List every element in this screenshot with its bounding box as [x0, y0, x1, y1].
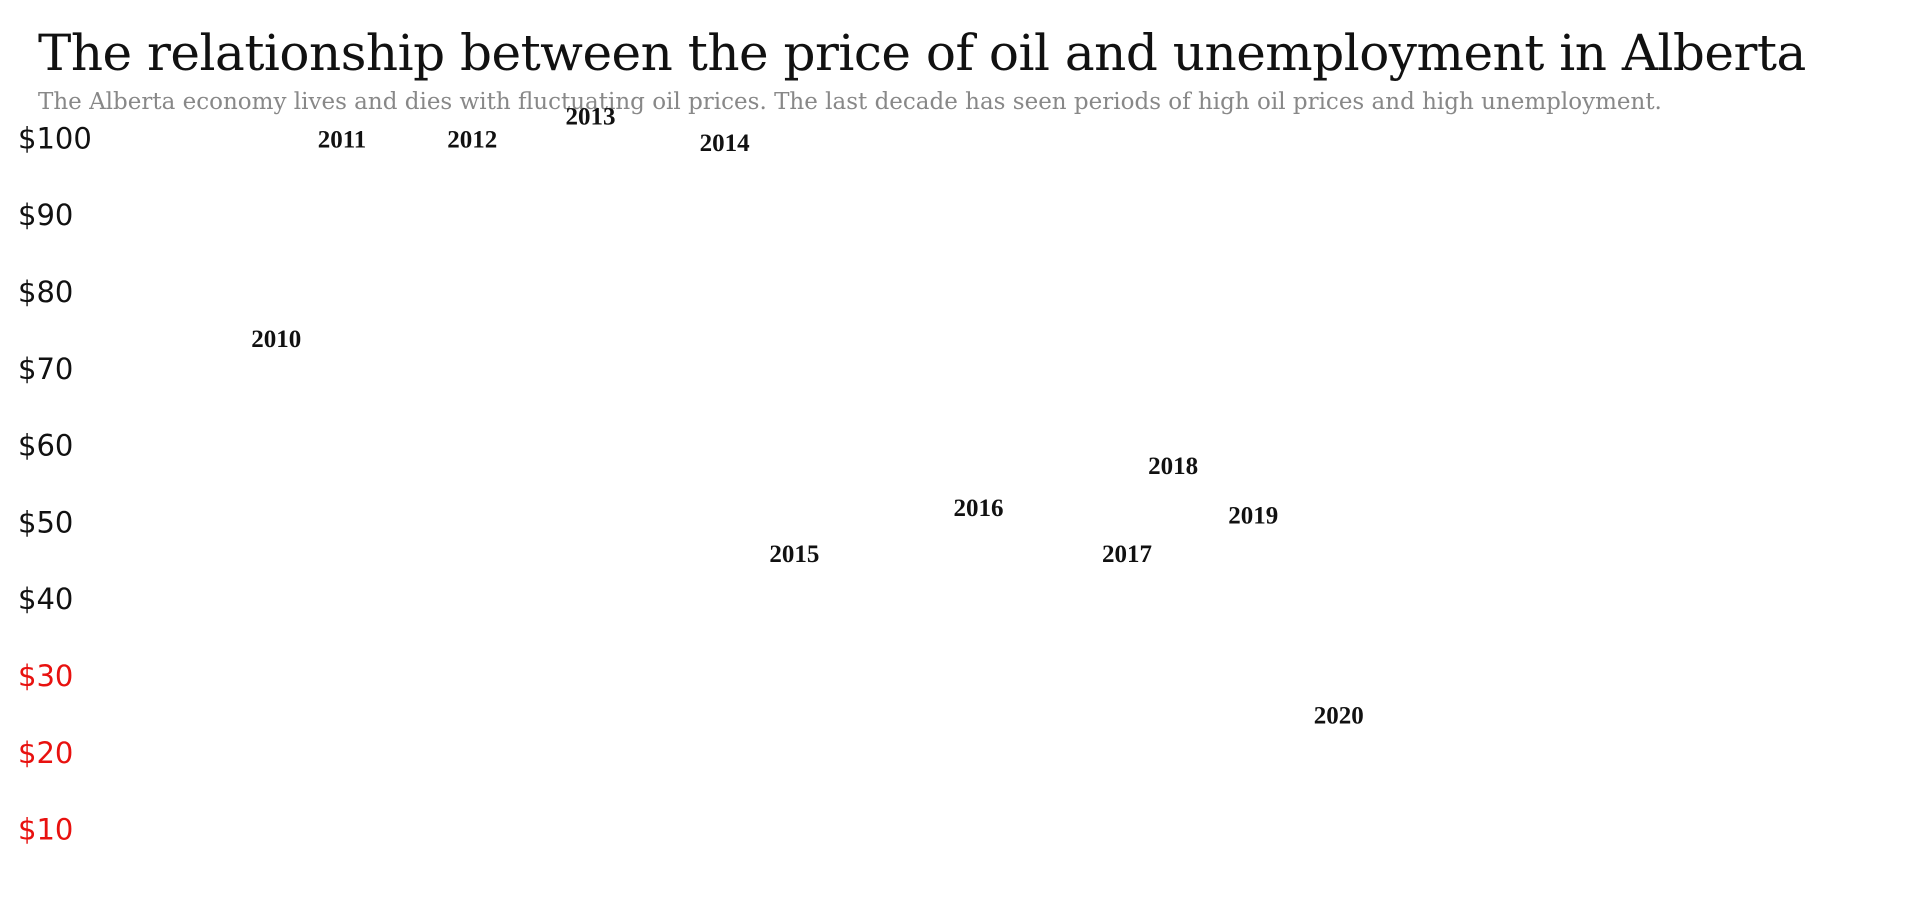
y-tick-label: $20 — [18, 736, 73, 770]
y-tick-label: $10 — [18, 813, 73, 847]
y-axis: $100 $90 $80 $70 $60 $50 $40 $30 $20 $10 — [18, 121, 92, 846]
point-label-2020: 2020 — [1314, 702, 1364, 729]
point-label-2018: 2018 — [1148, 453, 1198, 480]
y-tick-label: $40 — [18, 582, 73, 616]
point-label-2013: 2013 — [566, 103, 616, 130]
point-label-2016: 2016 — [953, 495, 1003, 522]
y-tick-label: $30 — [18, 659, 73, 693]
point-label-2017: 2017 — [1102, 541, 1152, 568]
point-label-2011: 2011 — [318, 126, 367, 153]
point-label-2012: 2012 — [447, 126, 497, 153]
y-tick-label: $70 — [18, 352, 73, 386]
point-label-2010: 2010 — [251, 326, 301, 353]
y-tick-label: $60 — [18, 429, 73, 463]
y-tick-label: $80 — [18, 275, 73, 309]
data-points: 2010 2011 2012 2013 2014 2015 2016 2017 2018 2019… — [251, 103, 1364, 729]
y-tick-label: $90 — [18, 198, 73, 232]
chart-subtitle: The Alberta economy lives and dies with … — [38, 89, 1662, 115]
y-tick-label: $50 — [18, 505, 73, 539]
y-tick-label: $100 — [18, 121, 92, 155]
chart-header: The relationship between the price of oi… — [38, 18, 1838, 116]
point-label-2019: 2019 — [1228, 503, 1278, 530]
point-label-2014: 2014 — [700, 130, 751, 157]
chart-title: The relationship between the price of oi… — [38, 24, 1806, 82]
point-label-2015: 2015 — [769, 541, 819, 568]
